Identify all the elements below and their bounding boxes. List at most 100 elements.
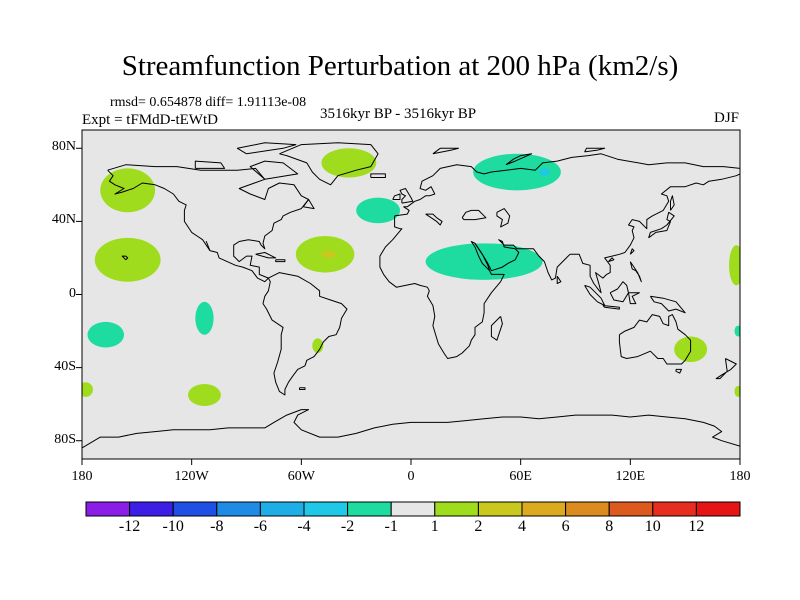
anomaly-neg-siberia [473, 153, 561, 191]
lat-tick-label: 80S [54, 431, 76, 447]
colorbar-swatch [259, 501, 305, 517]
coast-caspian-sea [496, 208, 511, 228]
coast-hawaii [121, 255, 129, 261]
anomaly-strong-neg-siberia-core [538, 168, 550, 176]
coast-iceland [370, 173, 386, 178]
coast-eurasia-africa [379, 153, 740, 359]
coast-south-america [262, 272, 348, 396]
coast-greenland [279, 142, 379, 186]
coast-north-america [107, 164, 310, 283]
colorbar-swatch [85, 501, 131, 517]
period-label: 3516kyr BP - 3516kyr BP [320, 106, 477, 122]
colorbar-label: -12 [118, 518, 141, 535]
coast-taymyr-islands [584, 147, 606, 153]
coast-newfoundland [302, 199, 315, 210]
lon-tick-label: 120W [174, 469, 209, 484]
coastline-layer [82, 142, 740, 449]
lat-tick-label: 0 [69, 285, 76, 301]
anomaly-neg-north-africa [425, 243, 543, 280]
stats-line: rmsd= 0.654878 diff= 1.91113e-08 [110, 95, 307, 110]
coast-new-zealand [715, 358, 737, 380]
lat-tick-label: 40N [51, 212, 76, 228]
coast-antarctica [82, 409, 740, 449]
coast-mediterranean-italy [425, 213, 443, 226]
colorbar-swatch [390, 501, 436, 517]
coast-sakhalin [670, 195, 675, 211]
anomaly-neg-southeast-edge [734, 325, 740, 337]
colorbar-label: -6 [253, 518, 268, 535]
colorbar-swatch [129, 501, 174, 517]
season-label: DJF [713, 110, 739, 126]
colorbar-label: -4 [297, 518, 311, 535]
coast-sri-lanka [556, 275, 562, 284]
lat-tick-label: 80N [51, 139, 76, 155]
colorbar-swatch [172, 501, 218, 517]
colorbar-swatch [652, 501, 697, 517]
colorbar-label: 4 [518, 518, 526, 535]
colorbar-swatch [434, 501, 479, 517]
coast-philippines [629, 261, 642, 283]
coast-falklands [299, 387, 306, 390]
anomaly-pos-greenland [321, 148, 377, 178]
colorbar-label: 12 [688, 518, 705, 535]
coast-tasmania [675, 368, 682, 374]
colorbar-swatch [608, 501, 654, 517]
anomaly-pos-eastern-pacific-edge [729, 245, 740, 286]
colorbar-label: -8 [210, 518, 224, 535]
coast-ireland [392, 193, 401, 200]
coast-taiwan [629, 248, 635, 255]
map-title: Streamfunction Perturbation at 200 hPa (… [121, 50, 679, 82]
colorbar-swatch [565, 501, 610, 517]
colorbar-swatch [695, 501, 741, 517]
anomaly-layer [82, 148, 740, 406]
coast-java [602, 305, 620, 310]
anomaly-pos-southwest-edge [82, 382, 93, 397]
coast-japan [648, 211, 675, 239]
coast-ellesmere-island [236, 142, 297, 155]
coast-sulawesi [628, 292, 640, 305]
colorbar-swatch [347, 501, 392, 517]
anomaly-pos-brazil [312, 338, 324, 353]
anomaly-neg-pacific-east [87, 321, 125, 348]
lon-tick-label: 60W [287, 469, 315, 484]
colorbar-label: -10 [162, 518, 184, 535]
coast-great-britain [399, 188, 414, 204]
coast-black-sea [461, 209, 487, 221]
colorbar-label: 1 [430, 518, 439, 535]
coast-svalbard [432, 147, 459, 155]
coast-cuba [255, 252, 277, 259]
lon-tick-label: 60E [509, 469, 532, 484]
anomaly-pos-southeast-edge [734, 385, 740, 397]
lon-tick-label: 0 [407, 469, 415, 484]
anomaly-strong-pos-atlantic-core [321, 250, 337, 258]
coast-australia [618, 314, 692, 365]
coast-red-sea-arabia [474, 243, 491, 271]
colorbar-swatch [477, 501, 523, 517]
coast-borneo [609, 281, 629, 303]
colorbar-swatch [216, 501, 261, 517]
colorbar-swatch [521, 501, 567, 517]
experiment-label: Expt = tFMdD-tEWtD [82, 112, 218, 128]
coast-victoria-island [194, 160, 226, 169]
map-background [82, 130, 740, 459]
anomaly-neg-north-atlantic [356, 197, 401, 224]
coast-madagascar [490, 316, 503, 341]
axis-ticks [76, 147, 741, 465]
coast-baffin-island [249, 160, 299, 180]
anomaly-pos-central-pacific [94, 237, 161, 282]
colorbar-label: 10 [644, 518, 661, 535]
anomaly-neg-pacific-teardrop [195, 301, 214, 335]
anomaly-pos-south-pacific [188, 384, 221, 406]
colorbar-label: 8 [605, 518, 614, 535]
colorbar [85, 501, 741, 517]
colorbar-label: 2 [474, 518, 483, 535]
lon-tick-label: 120E [615, 469, 646, 484]
coast-new-guinea [649, 295, 686, 314]
coast-hainan [608, 257, 615, 263]
coast-novaya-zemlya [505, 153, 533, 166]
colorbar-swatch [303, 501, 349, 517]
colorbar-label: -2 [340, 518, 355, 535]
colorbar-label: -1 [384, 518, 398, 535]
colorbar-label: 6 [561, 518, 570, 535]
